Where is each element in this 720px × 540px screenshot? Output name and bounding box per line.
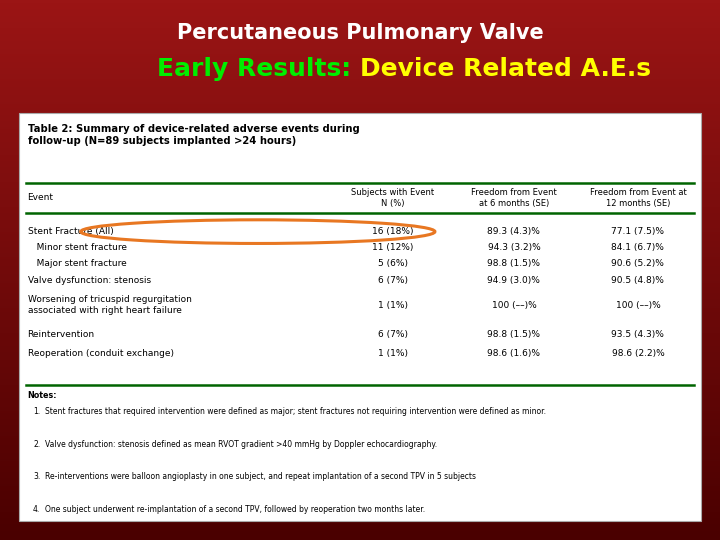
Text: 98.6 (1.6)%: 98.6 (1.6)%: [487, 349, 541, 359]
Text: 90.5 (4.8)%: 90.5 (4.8)%: [611, 276, 665, 285]
Text: Worsening of tricuspid regurgitation
associated with right heart failure: Worsening of tricuspid regurgitation ass…: [27, 295, 192, 315]
Text: Re-interventions were balloon angioplasty in one subject, and repeat implantatio: Re-interventions were balloon angioplast…: [45, 472, 476, 481]
Text: Device Related A.E.s: Device Related A.E.s: [360, 57, 651, 81]
Text: 4.: 4.: [33, 505, 40, 514]
Text: 3.: 3.: [33, 472, 40, 481]
Text: Event: Event: [27, 193, 53, 202]
Text: 98.8 (1.5)%: 98.8 (1.5)%: [487, 259, 541, 267]
Text: 6 (7%): 6 (7%): [378, 276, 408, 285]
Text: Table 2: Summary of device-related adverse events during
follow-up (N=89 subject: Table 2: Summary of device-related adver…: [27, 124, 359, 146]
Text: Subjects with Event
N (%): Subjects with Event N (%): [351, 188, 434, 208]
Text: 77.1 (7.5)%: 77.1 (7.5)%: [611, 227, 665, 236]
Text: Stent Fracture (All): Stent Fracture (All): [27, 227, 113, 236]
Text: 5 (6%): 5 (6%): [378, 259, 408, 267]
Text: Reintervention: Reintervention: [27, 330, 95, 339]
Text: 16 (18%): 16 (18%): [372, 227, 413, 236]
Text: 90.6 (5.2)%: 90.6 (5.2)%: [611, 259, 665, 267]
Text: Major stent fracture: Major stent fracture: [27, 259, 127, 267]
Text: 100 (––)%: 100 (––)%: [616, 301, 660, 309]
Text: Early Results:: Early Results:: [157, 57, 360, 81]
Text: 89.3 (4.3)%: 89.3 (4.3)%: [487, 227, 541, 236]
Text: Percutaneous Pulmonary Valve: Percutaneous Pulmonary Valve: [176, 23, 544, 44]
Text: Valve dysfunction: stenosis defined as mean RVOT gradient >40 mmHg by Doppler ec: Valve dysfunction: stenosis defined as m…: [45, 440, 437, 449]
Text: Notes:: Notes:: [27, 390, 57, 400]
Text: Reoperation (conduit exchange): Reoperation (conduit exchange): [27, 349, 174, 359]
Text: Freedom from Event at
12 months (SE): Freedom from Event at 12 months (SE): [590, 188, 686, 208]
Text: 1 (1%): 1 (1%): [378, 301, 408, 309]
Text: 94.3 (3.2)%: 94.3 (3.2)%: [487, 244, 540, 252]
Text: 94.9 (3.0)%: 94.9 (3.0)%: [487, 276, 541, 285]
Text: 1.: 1.: [33, 407, 40, 416]
Text: Stent fractures that required intervention were defined as major; stent fracture: Stent fractures that required interventi…: [45, 407, 546, 416]
FancyBboxPatch shape: [19, 113, 701, 521]
Text: 100 (––)%: 100 (––)%: [492, 301, 536, 309]
Text: 1 (1%): 1 (1%): [378, 349, 408, 359]
Text: 11 (12%): 11 (12%): [372, 244, 413, 252]
Text: 98.6 (2.2)%: 98.6 (2.2)%: [611, 349, 665, 359]
Text: 6 (7%): 6 (7%): [378, 330, 408, 339]
Text: One subject underwent re-implantation of a second TPV, followed by reoperation t: One subject underwent re-implantation of…: [45, 505, 425, 514]
Text: 98.8 (1.5)%: 98.8 (1.5)%: [487, 330, 541, 339]
Text: 93.5 (4.3)%: 93.5 (4.3)%: [611, 330, 665, 339]
Text: Valve dysfunction: stenosis: Valve dysfunction: stenosis: [27, 276, 150, 285]
Text: Minor stent fracture: Minor stent fracture: [27, 244, 127, 252]
Text: 84.1 (6.7)%: 84.1 (6.7)%: [611, 244, 665, 252]
Text: 2.: 2.: [33, 440, 40, 449]
Text: Freedom from Event
at 6 months (SE): Freedom from Event at 6 months (SE): [471, 188, 557, 208]
